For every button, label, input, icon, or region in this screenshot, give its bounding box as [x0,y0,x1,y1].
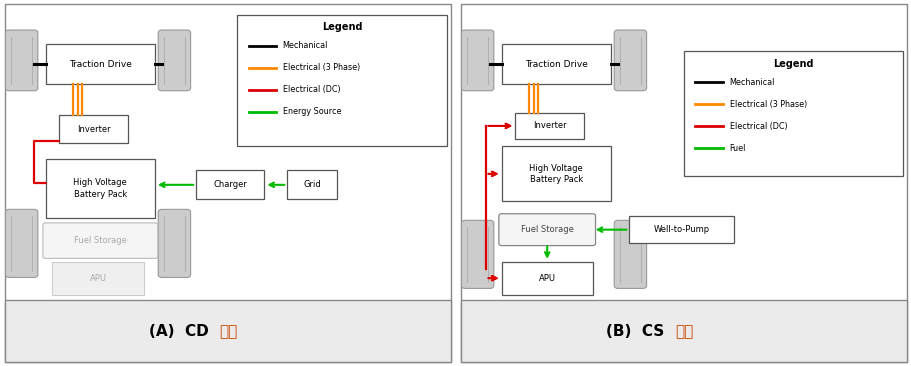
Text: Fuel Storage: Fuel Storage [520,225,573,234]
Text: 모드: 모드 [674,324,692,339]
FancyBboxPatch shape [196,170,264,199]
Text: Legend: Legend [322,22,362,33]
FancyBboxPatch shape [629,216,733,243]
Text: Fuel: Fuel [729,144,745,153]
Text: APU: APU [89,274,107,283]
FancyBboxPatch shape [461,220,494,288]
FancyBboxPatch shape [501,262,592,295]
Text: Electrical (DC): Electrical (DC) [282,85,340,94]
Text: Grid: Grid [303,180,321,189]
FancyBboxPatch shape [460,300,906,362]
FancyBboxPatch shape [46,44,155,84]
Text: Mechanical: Mechanical [282,41,328,50]
FancyBboxPatch shape [5,4,451,362]
FancyBboxPatch shape [159,209,190,277]
FancyBboxPatch shape [460,4,906,362]
Text: Electrical (DC): Electrical (DC) [729,122,786,131]
Text: Mechanical: Mechanical [729,78,774,87]
Text: Electrical (3 Phase): Electrical (3 Phase) [729,100,806,109]
Text: Traction Drive: Traction Drive [69,60,131,68]
FancyBboxPatch shape [614,30,646,91]
Text: (A)  CD: (A) CD [148,324,219,339]
FancyBboxPatch shape [287,170,337,199]
FancyBboxPatch shape [5,300,451,362]
Text: APU: APU [538,274,555,283]
FancyBboxPatch shape [515,113,583,139]
FancyBboxPatch shape [52,262,144,295]
Text: 모드: 모드 [219,324,237,339]
FancyBboxPatch shape [5,30,38,91]
Text: Legend: Legend [773,59,813,69]
FancyBboxPatch shape [501,146,610,201]
Text: Charger: Charger [213,180,247,189]
FancyBboxPatch shape [501,44,610,84]
FancyBboxPatch shape [683,51,902,176]
Text: Inverter: Inverter [77,124,110,134]
FancyBboxPatch shape [237,15,446,146]
FancyBboxPatch shape [43,223,158,258]
Text: High Voltage
Battery Pack: High Voltage Battery Pack [529,164,582,184]
Text: Fuel Storage: Fuel Storage [74,236,127,245]
FancyBboxPatch shape [5,209,38,277]
Text: Energy Source: Energy Source [282,107,341,116]
Text: (B)  CS: (B) CS [606,324,674,339]
FancyBboxPatch shape [498,214,595,246]
FancyBboxPatch shape [46,159,155,218]
FancyBboxPatch shape [614,220,646,288]
FancyBboxPatch shape [59,115,128,143]
Text: Well-to-Pump: Well-to-Pump [653,225,709,234]
FancyBboxPatch shape [461,30,494,91]
Text: Inverter: Inverter [532,122,566,130]
Text: Traction Drive: Traction Drive [525,60,587,68]
FancyBboxPatch shape [159,30,190,91]
Text: High Voltage
Battery Pack: High Voltage Battery Pack [74,179,127,198]
Text: Electrical (3 Phase): Electrical (3 Phase) [282,63,360,72]
